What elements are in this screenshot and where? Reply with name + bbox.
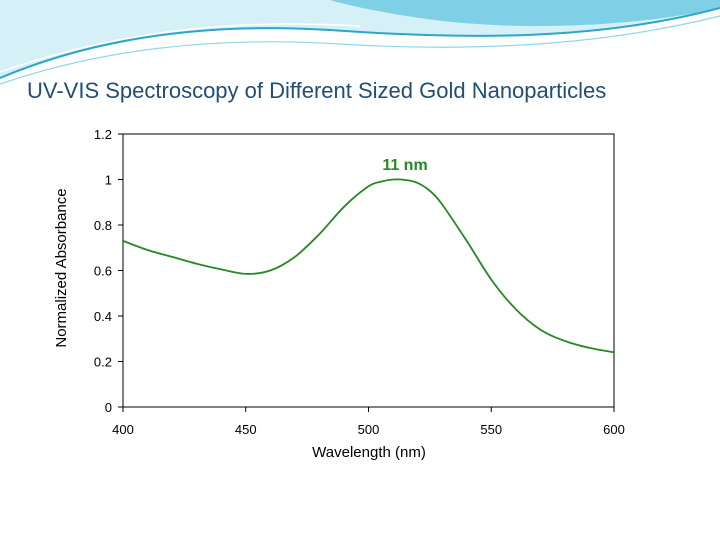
header-swoosh-decoration — [0, 0, 720, 85]
y-tick-label: 0 — [105, 400, 112, 415]
y-tick-label: 0.4 — [94, 309, 112, 324]
y-tick-label: 0.6 — [94, 264, 112, 279]
plot-area-frame — [122, 133, 615, 408]
y-tick-label: 0.2 — [94, 355, 112, 370]
x-tick-label: 550 — [480, 422, 502, 437]
y-axis-label: Normalized Absorbance — [53, 188, 70, 347]
x-axis-label: Wavelength (nm) — [312, 444, 426, 461]
y-tick-label: 1 — [105, 173, 112, 188]
slide-title: UV-VIS Spectroscopy of Different Sized G… — [27, 78, 607, 103]
y-tick-label: 0.8 — [94, 218, 112, 233]
x-tick-label: 500 — [358, 422, 380, 437]
y-tick-label: 1.2 — [94, 127, 112, 142]
series-label-11nm: 11 nm — [382, 157, 427, 174]
series-line-11nm — [122, 178, 615, 354]
x-tick-label: 450 — [235, 422, 257, 437]
x-tick-label: 400 — [112, 422, 134, 437]
x-tick-label: 600 — [603, 422, 625, 437]
